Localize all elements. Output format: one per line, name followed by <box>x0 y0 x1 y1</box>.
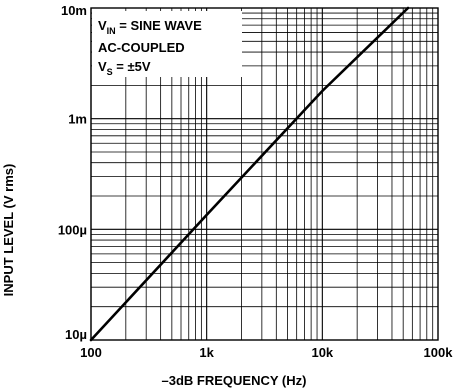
y-tick-label: 100µ <box>58 222 87 237</box>
series-lines <box>89 6 410 342</box>
y-tick-label: 10µ <box>65 327 87 342</box>
tick-labels: 100 1k 10k 100k 10µ 100µ 1m 10m <box>58 3 453 360</box>
series-line-1 <box>89 6 410 342</box>
annotation-line-3: VS = ±5V <box>98 59 151 77</box>
y-tick-label: 10m <box>61 3 87 18</box>
plot-frame <box>90 7 439 341</box>
x-axis-title: –3dB FREQUENCY (Hz) <box>162 373 307 388</box>
x-tick-label: 1k <box>199 345 214 360</box>
annotation-line-2: AC-COUPLED <box>98 40 185 55</box>
x-tick-label: 100k <box>424 345 454 360</box>
annotation-box <box>92 11 242 77</box>
y-tick-label: 1m <box>68 112 87 127</box>
y-axis-title: INPUT LEVEL (V rms) <box>1 164 16 297</box>
x-tick-label: 10k <box>311 345 333 360</box>
annotation-line-1: VIN = SINE WAVE <box>98 18 202 36</box>
x-tick-label: 100 <box>80 345 102 360</box>
